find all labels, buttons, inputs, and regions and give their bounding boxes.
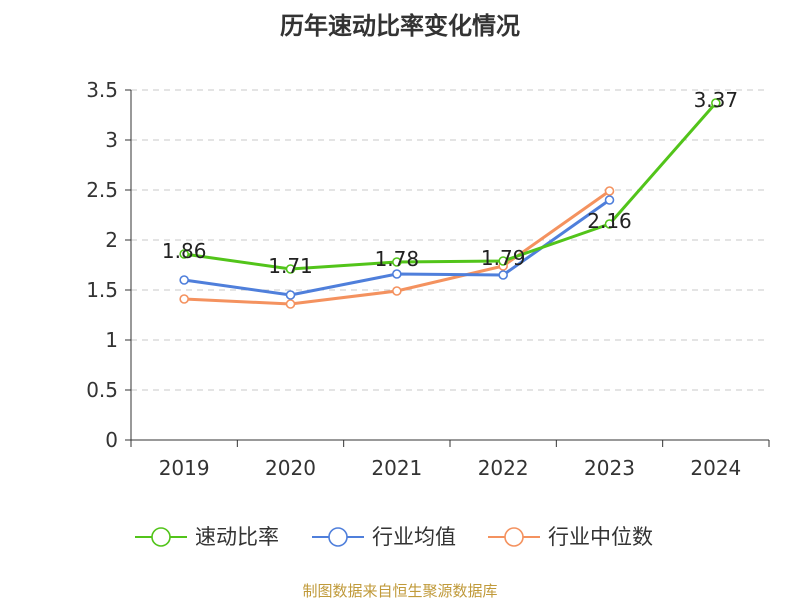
source-note: 制图数据来自恒生聚源数据库 [302,582,497,600]
data-point [179,249,189,259]
data-label: 3.37 [694,88,739,112]
data-point [285,264,296,274]
legend-swatch-marker [504,527,524,547]
series-group [179,98,721,309]
data-point [285,299,296,309]
data-label: 1.71 [268,254,313,278]
data-point [392,286,402,296]
x-tick-label: 2020 [265,456,316,480]
legend[interactable]: 速动比率 行业均值 行业中位数 [135,525,653,549]
data-point [179,275,189,285]
legend-item-label[interactable]: 速动比率 [195,525,279,549]
y-tick-label: 1 [105,328,118,352]
y-tick-label: 0 [105,428,118,452]
y-tick-label: 3 [105,128,118,152]
data-point [604,186,615,196]
data-point [604,195,615,205]
y-tick-label: 1.5 [86,278,118,302]
data-point [498,256,508,266]
data-point [392,269,402,279]
data-point [285,290,296,300]
data-labels: 1.86 1.71 1.78 1.79 2.16 3.37 [162,88,738,278]
series-line [182,101,718,271]
data-label: 2.16 [587,209,632,233]
x-tick-label: 2019 [159,456,210,480]
legend-swatch-marker [328,527,348,547]
y-tick-label: 2.5 [86,178,118,202]
axes: 0 0.5 1 1.5 2 2.5 3 3.5 2019 2020 2021 2022 2023 2024 [86,78,770,480]
data-label: 1.86 [162,239,207,263]
data-point [179,294,189,304]
data-point [498,270,508,280]
x-tick-label: 2021 [371,456,422,480]
x-tick-label: 2022 [478,456,529,480]
x-tick-label: 2024 [690,456,741,480]
y-tick-label: 0.5 [86,378,118,402]
legend-item-label[interactable]: 行业中位数 [548,525,653,549]
legend-swatch-marker [151,527,171,547]
chart-title: 历年速动比率变化情况 [280,12,520,40]
grid [131,89,769,391]
data-point [711,98,721,108]
y-tick-label: 2 [105,228,118,252]
y-tick-label: 3.5 [86,78,118,102]
data-label: 1.79 [481,246,526,270]
data-label: 1.78 [375,247,420,271]
data-point [392,257,402,267]
x-tick-label: 2023 [584,456,635,480]
legend-item-label[interactable]: 行业均值 [372,525,456,549]
data-point [604,219,615,229]
